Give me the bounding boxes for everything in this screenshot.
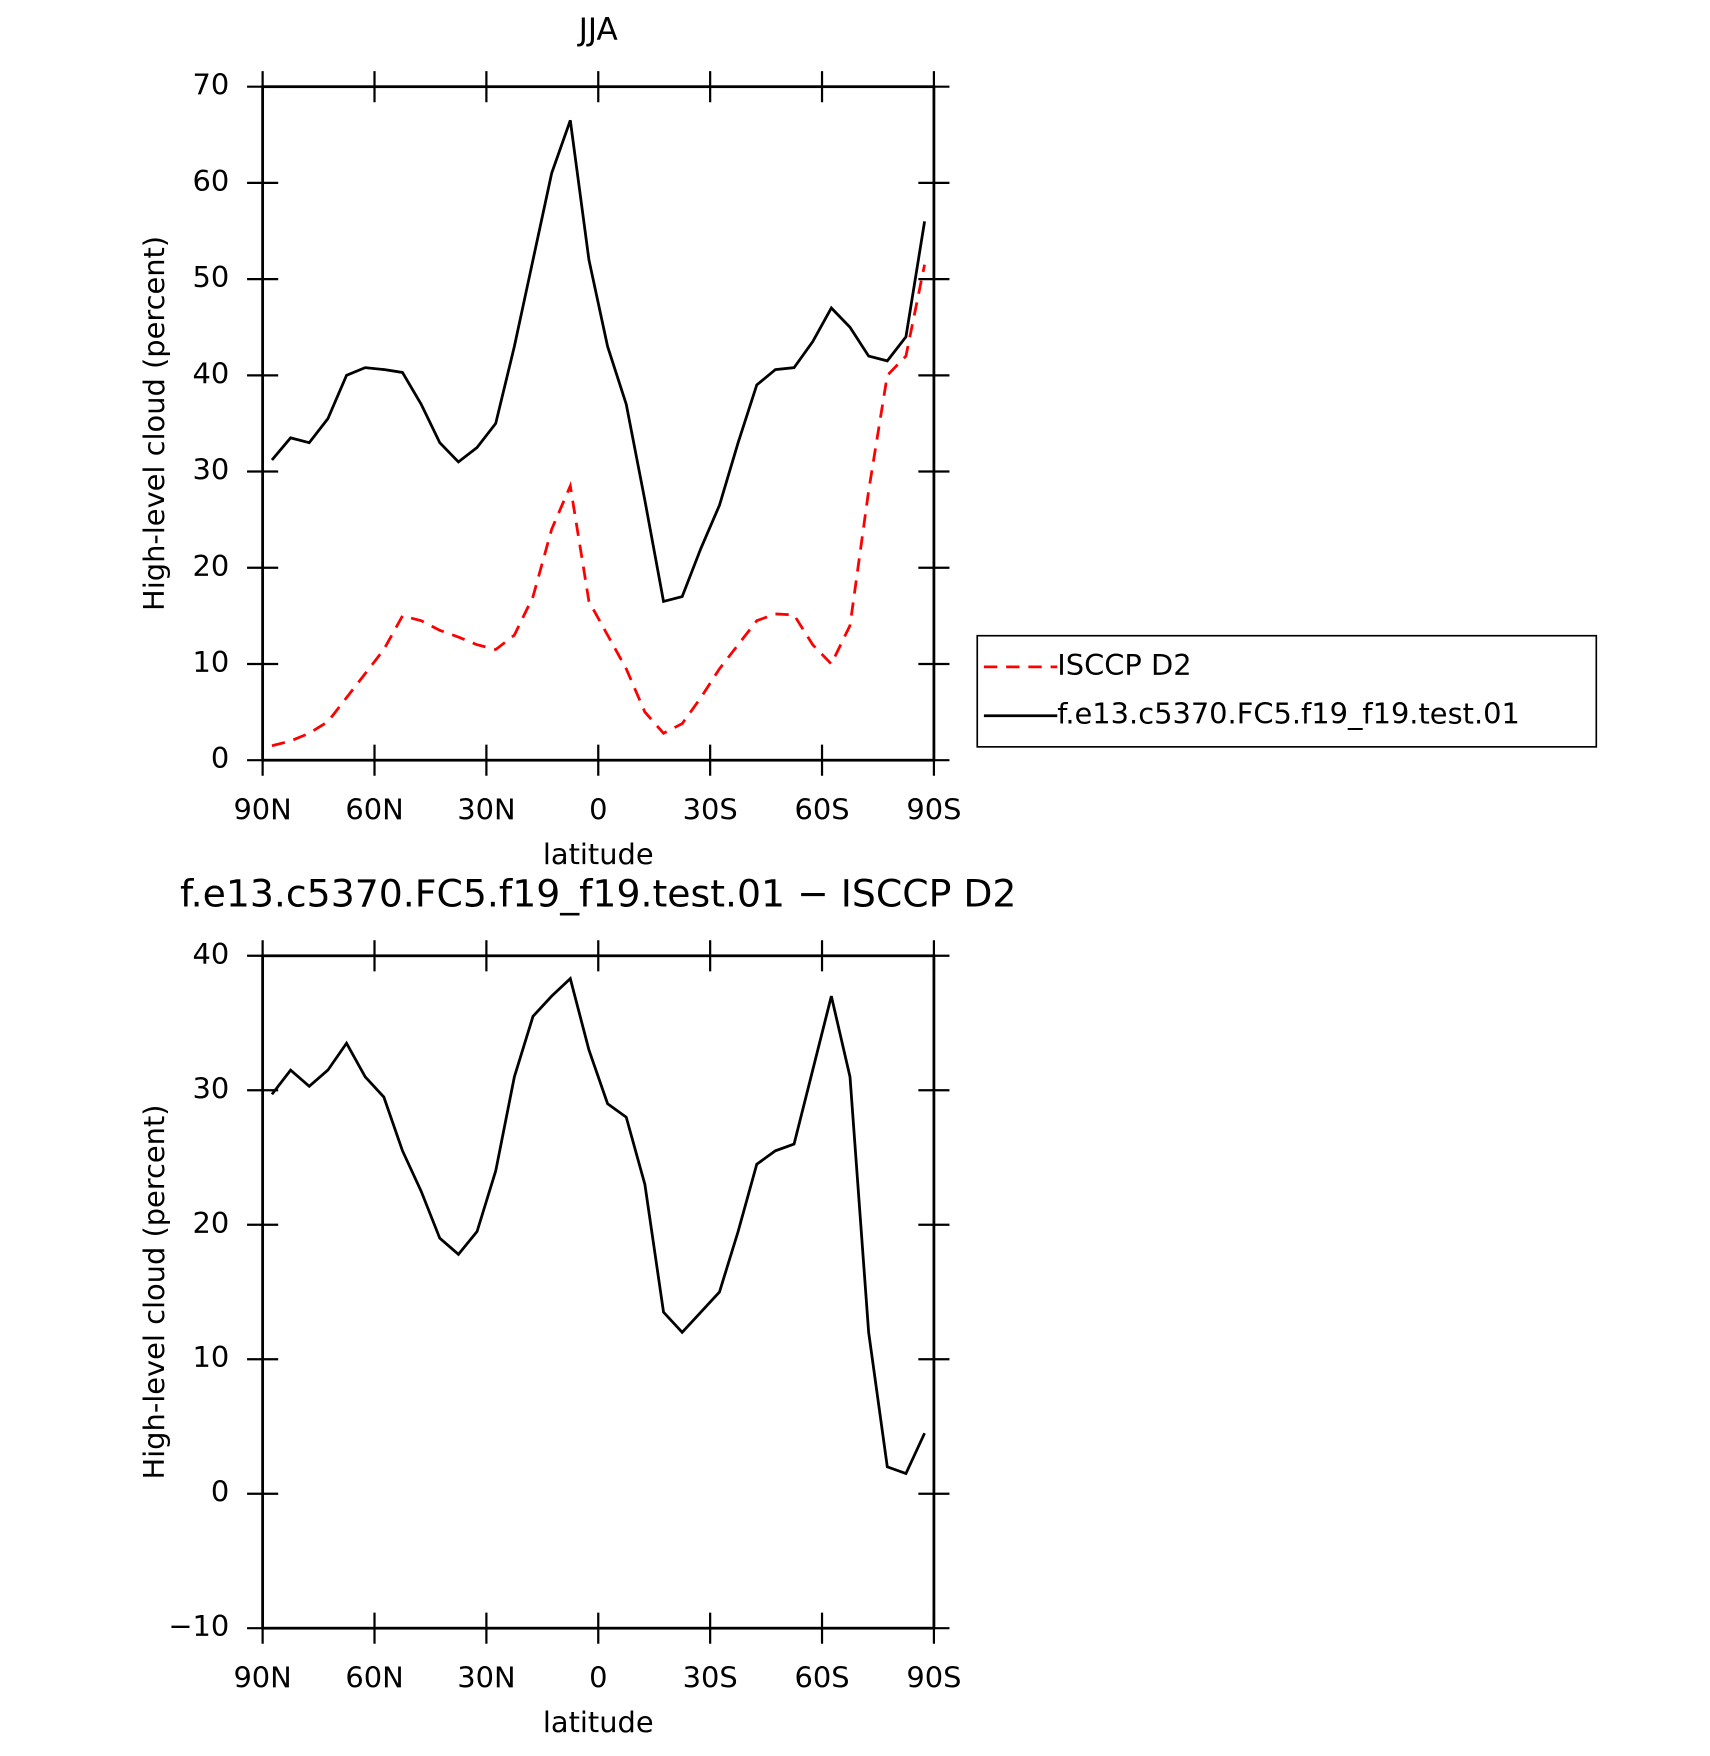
y-axis-label: High-level cloud (percent) xyxy=(137,1104,171,1479)
x-axis-label: latitude xyxy=(543,837,654,871)
legend-label: f.e13.c5370.FC5.f19_f19.test.01 xyxy=(1057,697,1520,731)
y-tick-label: 70 xyxy=(193,68,230,102)
series-line xyxy=(271,264,926,748)
y-tick-label: 40 xyxy=(193,356,230,390)
y-tick-label: 30 xyxy=(193,1071,230,1105)
y-tick-label: −10 xyxy=(168,1609,229,1643)
chart-title: JJA xyxy=(577,12,619,48)
plot-frame xyxy=(261,954,936,1630)
y-tick-label: 0 xyxy=(211,741,229,775)
x-tick-label: 30N xyxy=(457,792,515,826)
x-tick-label: 0 xyxy=(589,792,607,826)
y-tick-label: 20 xyxy=(193,549,230,583)
y-tick-label: 10 xyxy=(193,645,230,679)
series-line xyxy=(270,976,926,1476)
y-tick-label: 30 xyxy=(193,453,230,487)
x-tick-label: 90S xyxy=(906,792,961,826)
y-tick-label: 0 xyxy=(211,1475,229,1509)
x-tick-label: 60N xyxy=(345,1660,403,1694)
x-tick-label: 90S xyxy=(906,1660,961,1694)
x-tick-label: 60S xyxy=(794,1660,849,1694)
x-tick-label: 60S xyxy=(794,792,849,826)
chart-title: f.e13.c5370.FC5.f19_f19.test.01 − ISCCP … xyxy=(180,871,1016,915)
y-tick-label: 50 xyxy=(193,260,230,294)
legend-label: ISCCP D2 xyxy=(1057,648,1191,682)
series-line xyxy=(270,119,926,604)
x-axis-label: latitude xyxy=(543,1705,654,1739)
y-tick-label: 40 xyxy=(193,937,230,971)
x-tick-label: 90N xyxy=(233,1660,291,1694)
x-tick-label: 30S xyxy=(683,792,738,826)
x-tick-label: 60N xyxy=(345,792,403,826)
y-axis-label: High-level cloud (percent) xyxy=(137,236,171,611)
y-tick-label: 10 xyxy=(193,1340,230,1374)
x-tick-label: 90N xyxy=(233,792,291,826)
y-tick-label: 20 xyxy=(193,1206,230,1240)
x-tick-label: 30S xyxy=(683,1660,738,1694)
legend-box xyxy=(976,634,1598,748)
y-tick-label: 60 xyxy=(193,164,230,198)
x-tick-label: 30N xyxy=(457,1660,515,1694)
x-tick-label: 0 xyxy=(589,1660,607,1694)
plot-frame xyxy=(261,85,936,762)
